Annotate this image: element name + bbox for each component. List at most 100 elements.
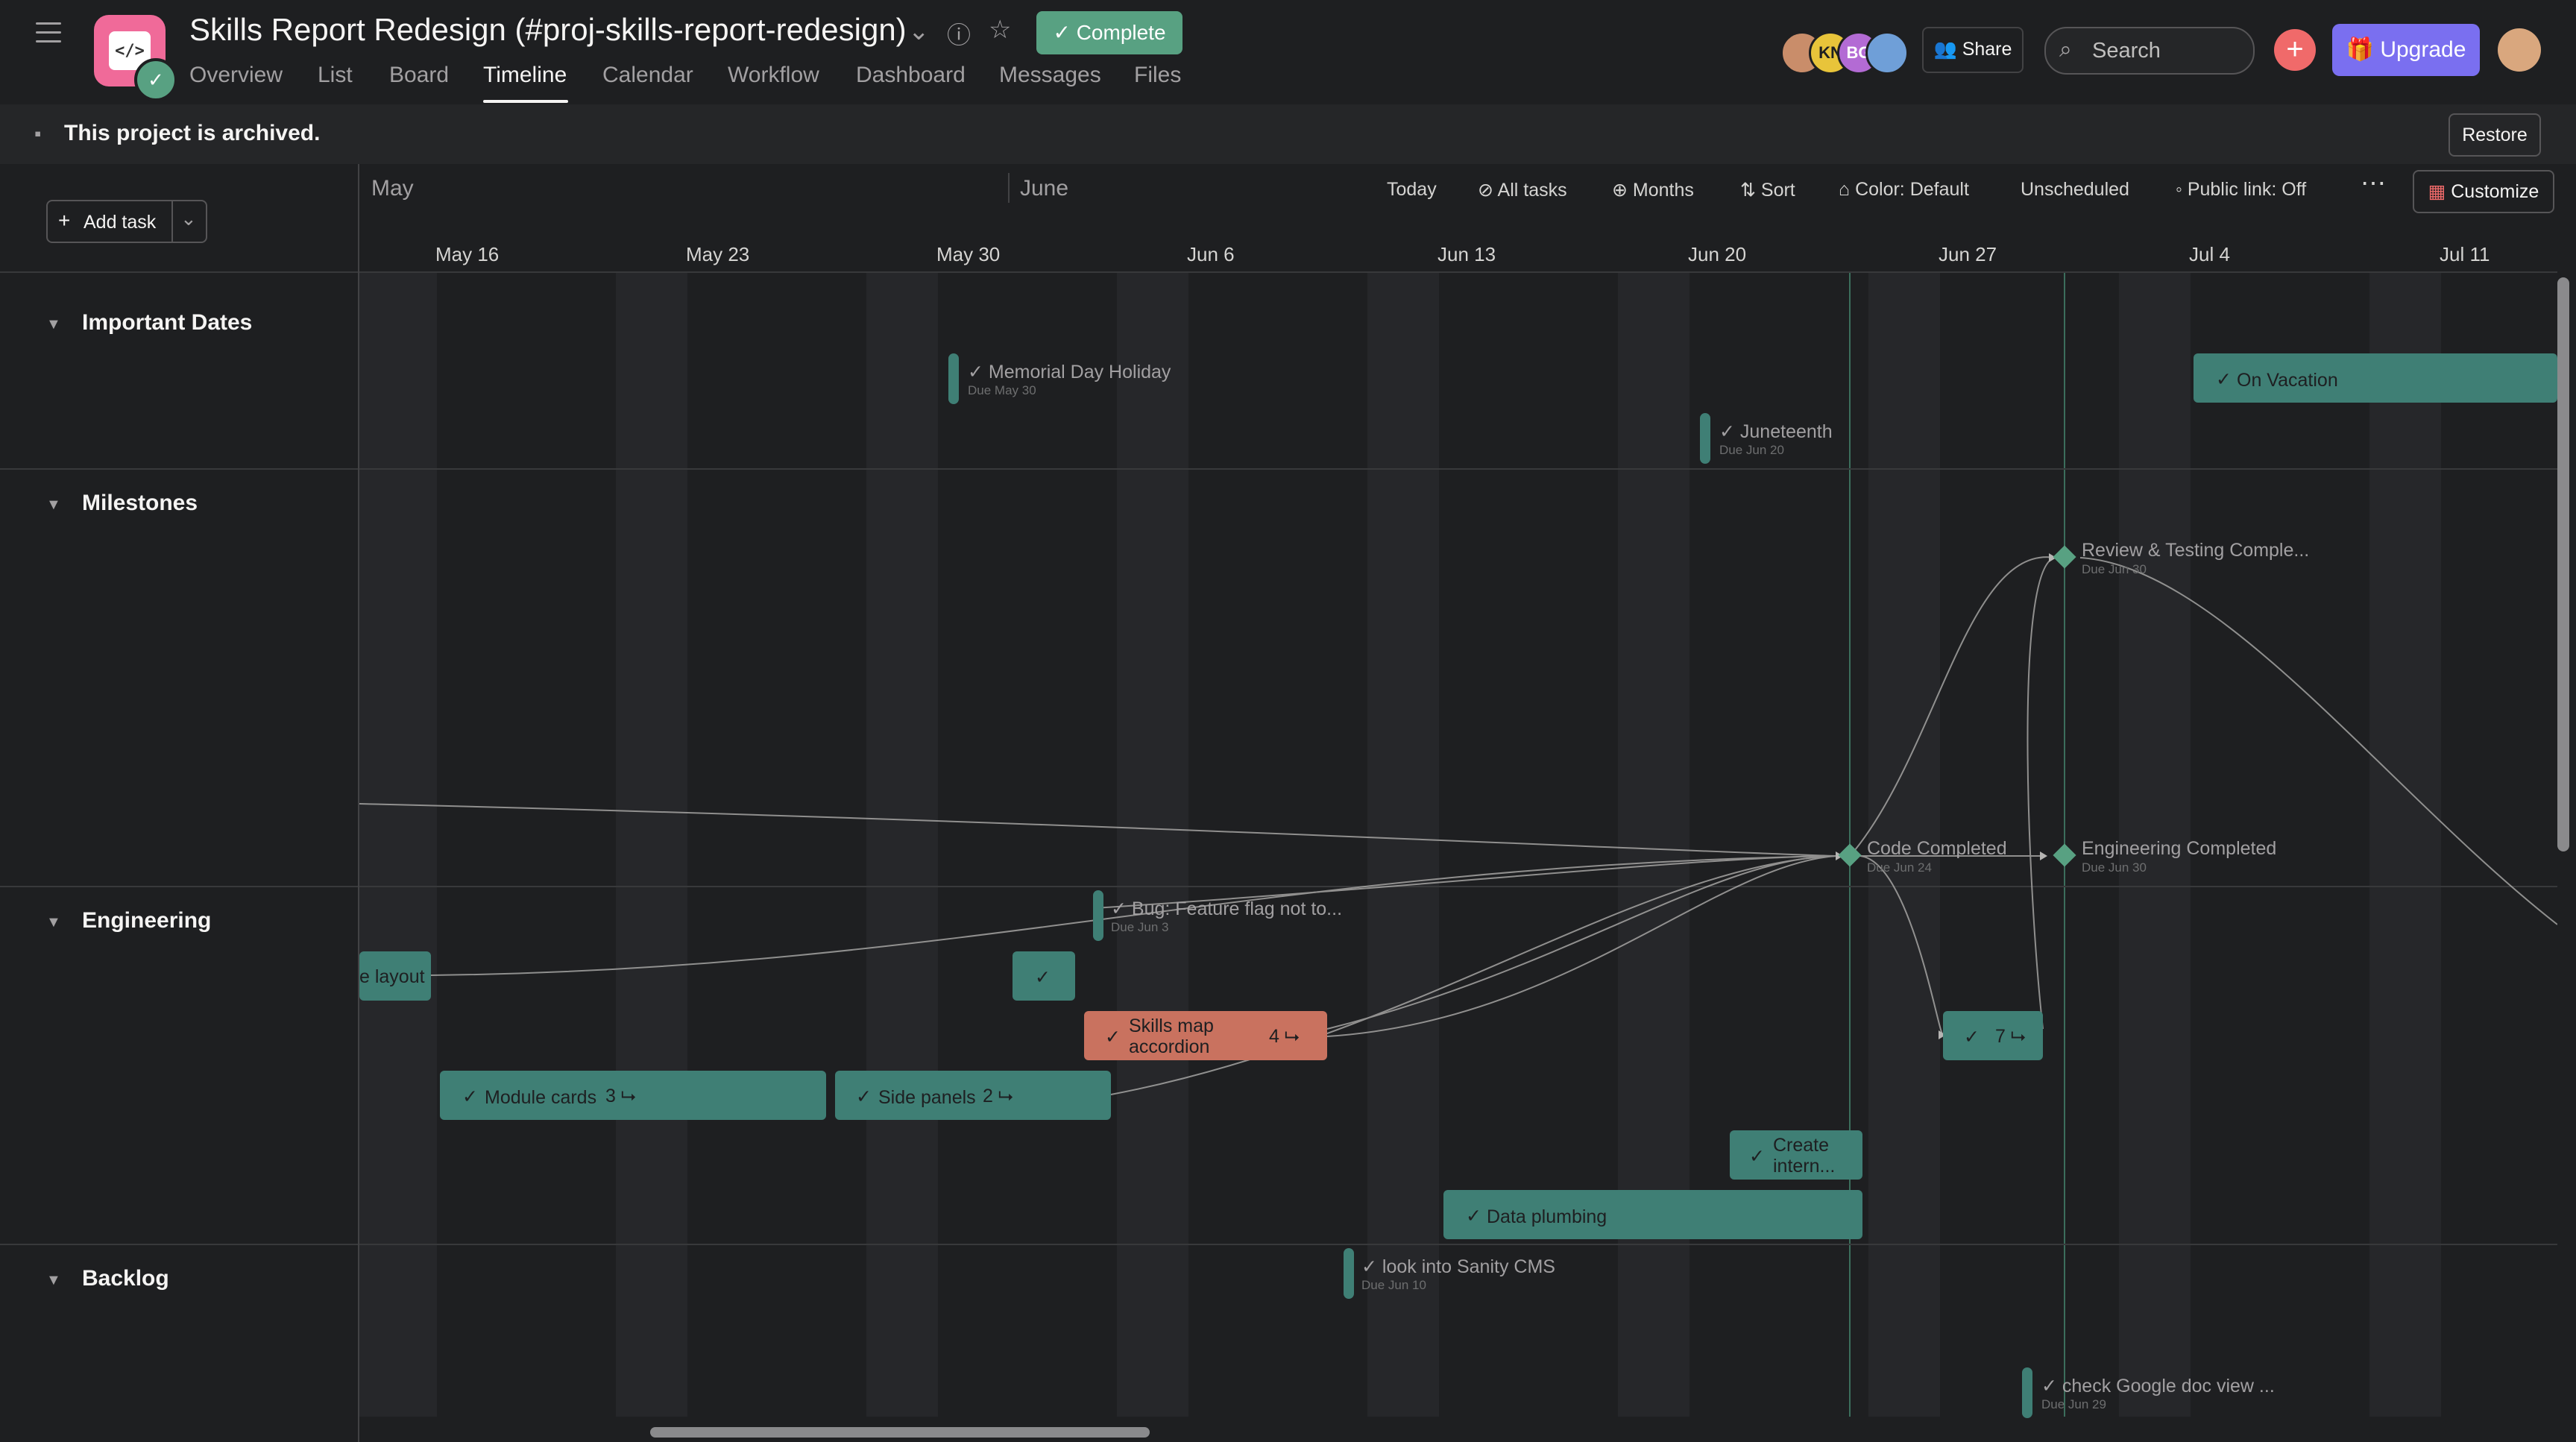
task-label: e layout [359, 966, 425, 987]
months-zoom-button[interactable]: ⊕ Months [1612, 179, 1694, 201]
section-engineering[interactable]: Engineering [82, 908, 212, 933]
more-options-icon[interactable]: ⋯ [2361, 169, 2386, 198]
tab-messages[interactable]: Messages [999, 63, 1101, 87]
task-bar-layout[interactable]: e layout [359, 951, 431, 1001]
user-avatar[interactable] [2498, 28, 2541, 72]
task-bar-on-vacation[interactable]: ✓ On Vacation [2194, 353, 2557, 403]
subtask-count: 3 ⮡ [605, 1086, 636, 1106]
horizontal-scrollbar[interactable] [650, 1427, 1150, 1438]
chevron-down-icon[interactable]: ⌄ [908, 17, 930, 45]
task-name[interactable]: ✓ look into Sanity CMS [1361, 1256, 1555, 1277]
status-label: Complete [1076, 21, 1166, 44]
tab-workflow[interactable]: Workflow [728, 63, 819, 87]
task-bar-side-panels[interactable]: ✓ Side panels 2 ⮡ [835, 1071, 1111, 1120]
add-task-button[interactable]: + Add task ⌄ [46, 200, 207, 243]
tab-files[interactable]: Files [1134, 63, 1182, 87]
task-name[interactable]: ✓ Bug: Feature flag not to... [1111, 898, 1343, 919]
subtask-count: 4 ⮡ [1269, 1026, 1300, 1047]
task-bar-skills-map[interactable]: ✓ Skills map accordion 4 ⮡ [1084, 1011, 1327, 1060]
collapse-caret-icon[interactable]: ▼ [46, 497, 61, 513]
week-label: Jun 6 [1187, 243, 1235, 265]
menu-icon[interactable] [0, 0, 75, 67]
avatar[interactable] [1865, 31, 1909, 75]
divider [171, 201, 173, 242]
task-name[interactable]: ✓ Memorial Day Holiday [968, 362, 1171, 382]
task-bar-data-plumbing[interactable]: ✓ Data plumbing [1443, 1190, 1862, 1239]
weekend-shade [2369, 273, 2441, 1417]
restore-button[interactable]: Restore [2449, 113, 2541, 157]
customize-button[interactable]: ▦ Customize [2413, 170, 2554, 213]
dependency-line [2079, 557, 2557, 925]
public-link-label: Public link: Off [2187, 179, 2307, 200]
search-input[interactable]: ⌕ Search [2044, 27, 2255, 75]
info-icon[interactable]: ⓘ [947, 22, 971, 48]
customize-icon: ▦ [2428, 181, 2446, 202]
section-important-dates[interactable]: Important Dates [82, 310, 253, 335]
arrowhead [1939, 1030, 1946, 1039]
dependency-line [1854, 556, 2056, 851]
tab-overview[interactable]: Overview [189, 63, 283, 87]
task-name[interactable]: ✓ check Google doc view ... [2041, 1376, 2275, 1397]
task-bar-subtasks[interactable]: ✓ 7 ⮡ [1943, 1011, 2043, 1060]
section-backlog[interactable]: Backlog [82, 1266, 169, 1291]
check-circle-icon: ⊘ [1478, 180, 1493, 201]
task-label: On Vacation [2237, 370, 2338, 391]
week-label: Jul 11 [2440, 243, 2490, 265]
week-label: May 16 [435, 243, 500, 265]
chevron-down-icon[interactable]: ⌄ [180, 207, 197, 230]
archived-banner: ▪ This project is archived. [0, 104, 2576, 164]
section-milestones[interactable]: Milestones [82, 491, 198, 515]
weekend-shade [1367, 273, 1439, 1417]
milestone-due: Due Jun 24 [1867, 860, 1932, 875]
task-label: Memorial Day Holiday [988, 362, 1171, 382]
star-icon[interactable]: ☆ [989, 16, 1012, 44]
week-label: May 30 [936, 243, 1001, 265]
task-pin[interactable] [1344, 1248, 1354, 1299]
color-button[interactable]: ⌂ Color: Default [1839, 179, 1969, 201]
unscheduled-button[interactable]: Unscheduled [2021, 179, 2129, 200]
share-button[interactable]: 👥 Share [1922, 27, 2024, 73]
status-complete-button[interactable]: ✓ Complete [1036, 11, 1182, 54]
sort-button[interactable]: ⇅ Sort [1740, 179, 1795, 201]
task-label: check Google doc view ... [2062, 1376, 2275, 1397]
tab-dashboard[interactable]: Dashboard [856, 63, 966, 87]
milestone-name[interactable]: Code Completed [1867, 838, 2007, 859]
weekend-shade [1117, 273, 1188, 1417]
add-button[interactable]: + [2274, 29, 2316, 71]
task-bar-create-intern[interactable]: ✓ Create intern... [1730, 1130, 1862, 1180]
search-placeholder: Search [2092, 39, 2161, 63]
check-icon: ✓ [1964, 1027, 1980, 1048]
task-bar[interactable]: ✓ [1013, 951, 1075, 1001]
public-link-button[interactable]: ◦ Public link: Off [2176, 179, 2306, 201]
collapse-caret-icon[interactable]: ▼ [46, 1272, 61, 1288]
task-due: Due Jun 29 [2041, 1397, 2106, 1411]
task-due: Due Jun 10 [1361, 1278, 1426, 1292]
collapse-caret-icon[interactable]: ▼ [46, 914, 61, 931]
task-pin[interactable] [2022, 1367, 2032, 1418]
milestone-name[interactable]: Engineering Completed [2082, 838, 2277, 859]
task-name[interactable]: ✓ Juneteenth [1719, 421, 1833, 442]
plus-icon: + [58, 209, 71, 232]
today-button[interactable]: Today [1387, 179, 1437, 200]
check-icon: ✓ [2216, 369, 2232, 390]
milestone-name[interactable]: Review & Testing Comple... [2082, 540, 2310, 561]
tab-calendar[interactable]: Calendar [602, 63, 693, 87]
months-label: Months [1632, 180, 1694, 201]
upgrade-button[interactable]: 🎁 Upgrade [2332, 24, 2480, 76]
task-pin[interactable] [1700, 413, 1710, 464]
vertical-scrollbar[interactable] [2557, 277, 2569, 851]
task-pin[interactable] [948, 353, 959, 404]
task-bar-module-cards[interactable]: ✓ Module cards 3 ⮡ [440, 1071, 826, 1120]
check-icon: ✓ [1466, 1206, 1481, 1227]
dependency-line [1094, 855, 1836, 909]
task-due: Due Jun 20 [1719, 443, 1784, 457]
collapse-caret-icon[interactable]: ▼ [46, 316, 61, 333]
task-label: Data plumbing [1487, 1206, 1607, 1227]
all-tasks-button[interactable]: ⊘ All tasks [1478, 179, 1567, 201]
check-icon: ✓ [1105, 1027, 1121, 1048]
task-pin[interactable] [1093, 890, 1103, 941]
tab-list[interactable]: List [318, 63, 353, 87]
tab-board[interactable]: Board [389, 63, 450, 87]
dependency-line [1326, 855, 1836, 1037]
tab-timeline[interactable]: Timeline [483, 63, 567, 87]
